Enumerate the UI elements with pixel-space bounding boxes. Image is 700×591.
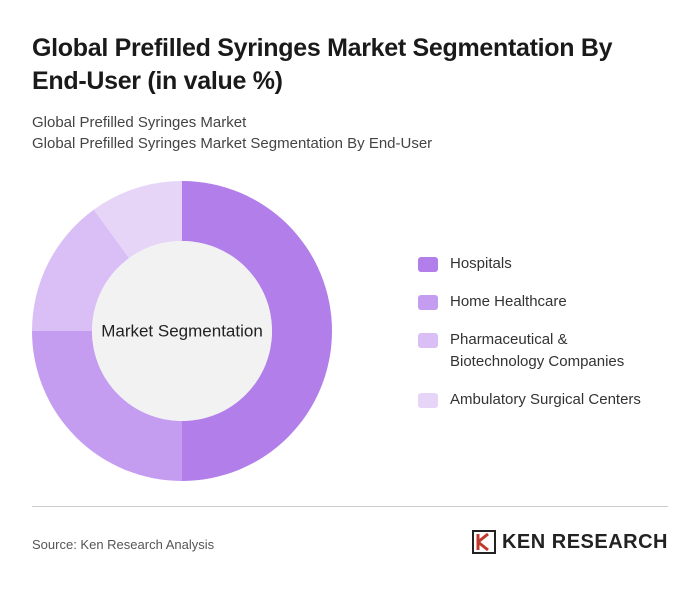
donut-segment [32, 331, 182, 481]
donut-segment [93, 181, 182, 259]
legend-label: Pharmaceutical & Biotechnology Companies [450, 331, 625, 370]
donut-hole [92, 241, 272, 421]
legend-swatch [418, 257, 438, 272]
legend-item: Hospitals [418, 253, 678, 275]
legend: Hospitals Home Healthcare Pharmaceutical &… [418, 253, 678, 427]
legend-item: Ambulatory Surgical Centers [418, 389, 678, 411]
legend-swatch [418, 333, 438, 348]
source: Source: Ken Research Analysis [32, 537, 215, 552]
logo: KEN RESEARCH [471, 530, 668, 554]
chart-title: Global Prefilled Syringes Market Segment… [32, 34, 613, 95]
legend-label: Hospitals [450, 255, 512, 272]
legend-swatch [418, 295, 438, 310]
legend-label: Home Healthcare [450, 293, 567, 310]
legend-item: Home Healthcare [418, 291, 678, 313]
legend-swatch [418, 393, 438, 408]
donut-segment [182, 181, 332, 481]
logo-text: KEN RESEARCH [501, 530, 668, 553]
center-label: Market Segmentation [101, 321, 263, 340]
legend-item: Pharmaceutical & Biotechnology Companies [418, 329, 678, 373]
subtitle: Global Prefilled Syringes Market [32, 114, 247, 131]
logo-icon [471, 530, 496, 554]
divider [32, 506, 668, 507]
subtitle: Global Prefilled Syringes Market Segment… [32, 135, 433, 152]
donut-segment [32, 209, 130, 331]
legend-label: Ambulatory Surgical Centers [450, 391, 641, 408]
